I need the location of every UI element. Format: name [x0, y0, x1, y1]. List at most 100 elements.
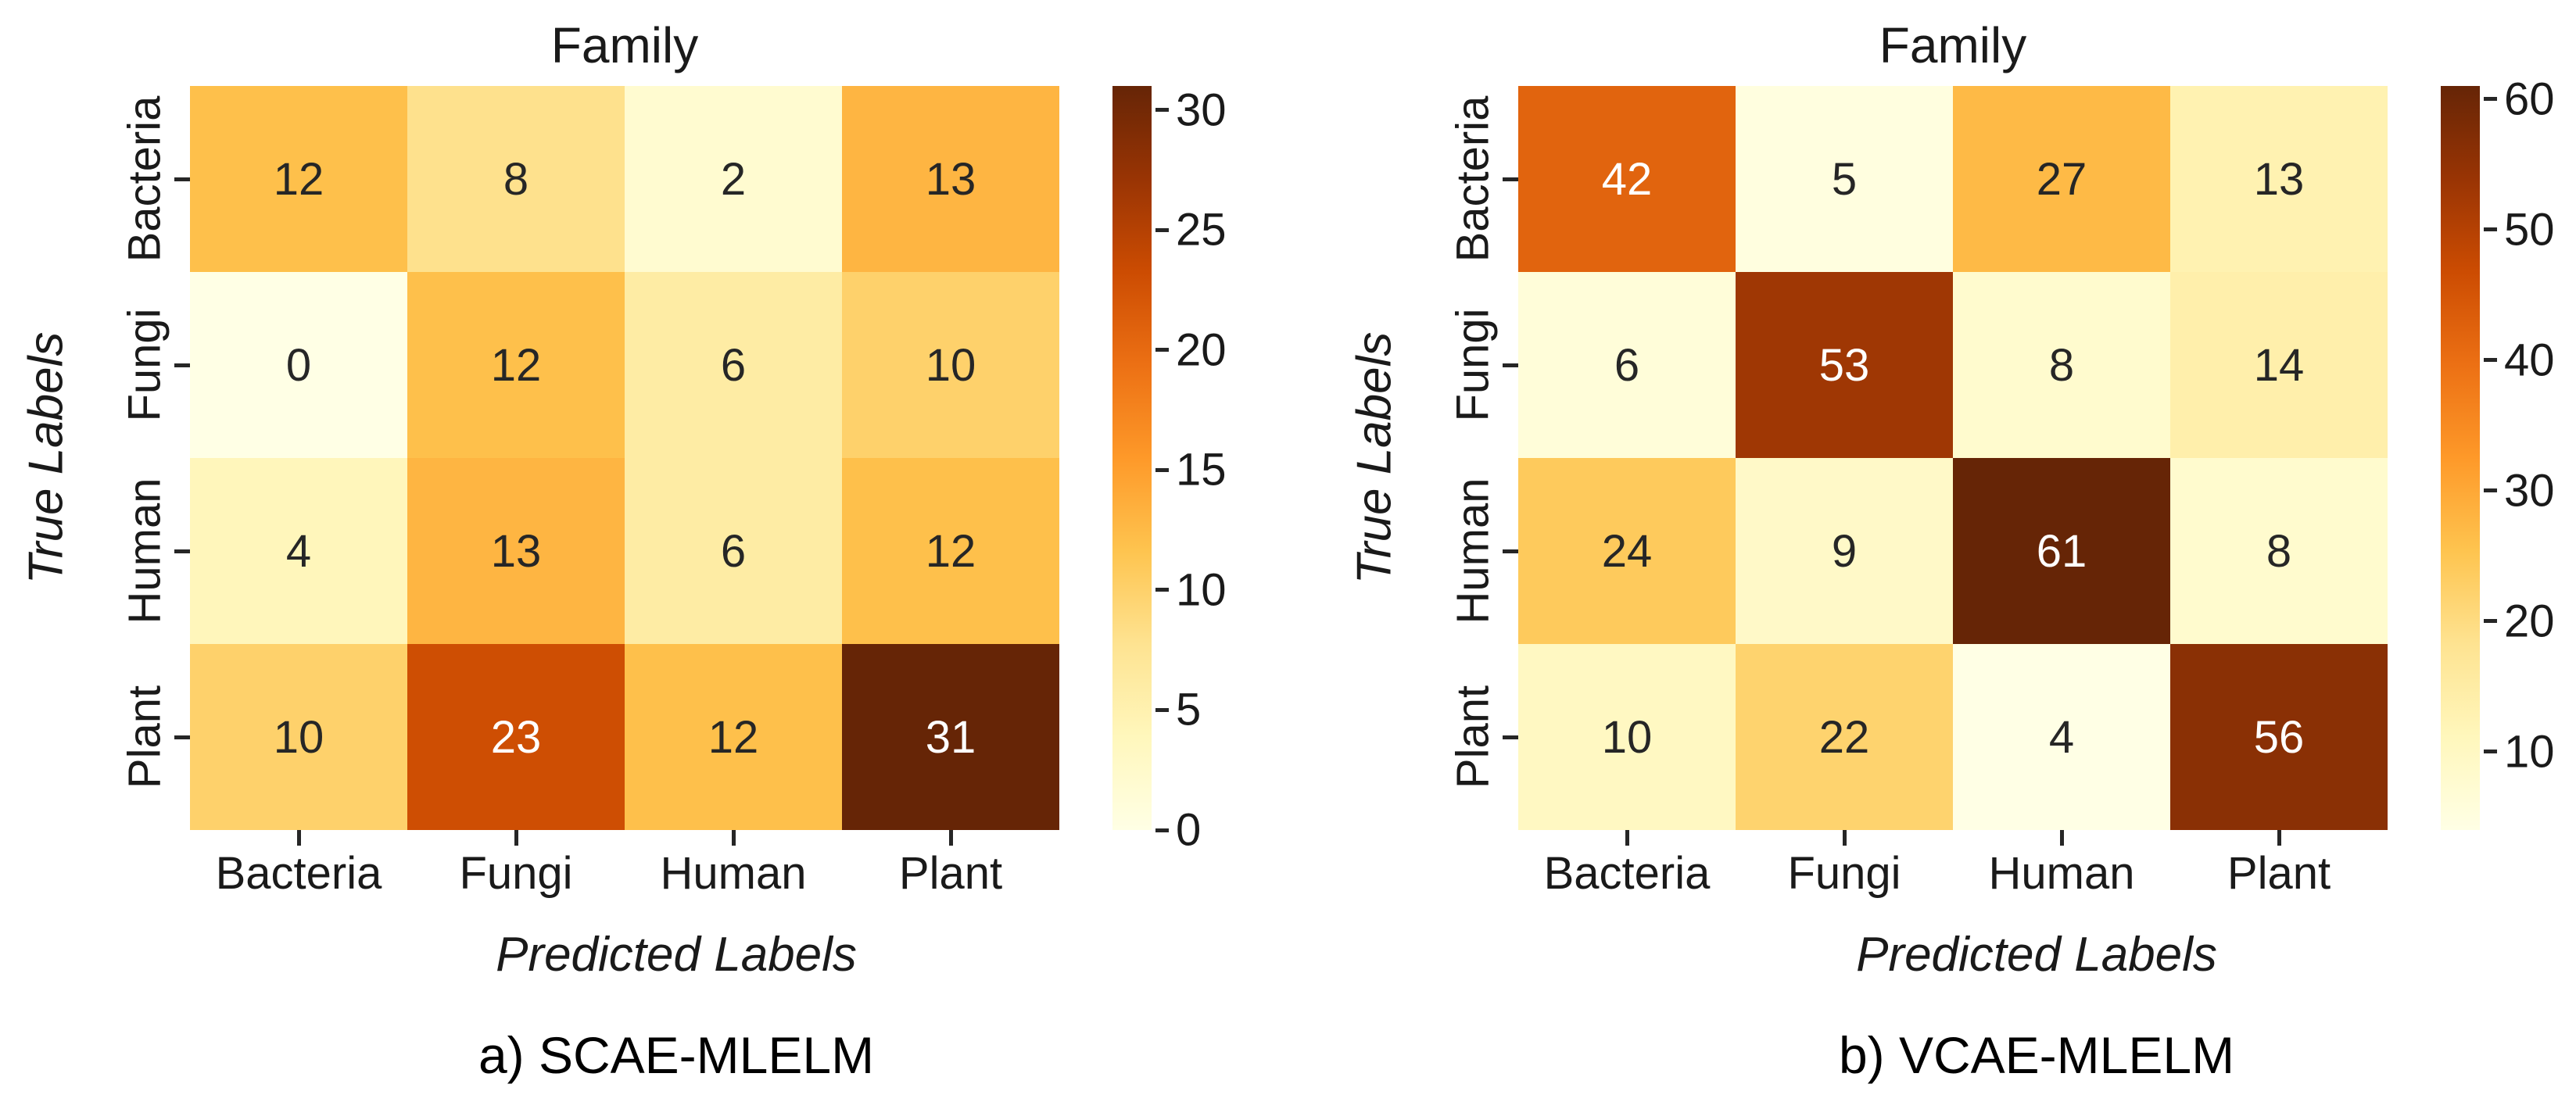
heatmap-cell-bacteria-plant: 13	[842, 86, 1059, 272]
heatmap-cell-plant-bacteria: 10	[1518, 644, 1736, 830]
heatmap-cell-plant-fungi: 22	[1736, 644, 1953, 830]
colorbar-tick-label-10: 10	[2504, 726, 2555, 778]
heatmap-cell-bacteria-fungi: 5	[1736, 86, 1953, 272]
y-axis-label: True Labels	[19, 331, 73, 585]
y-tick-mark	[174, 363, 190, 367]
y-tick-mark	[174, 177, 190, 181]
heatmap-cell-bacteria-plant: 13	[2170, 86, 2388, 272]
panel-caption: a) SCAE-MLELM	[478, 1026, 875, 1084]
colorbar-tick-mark	[2484, 227, 2497, 232]
heatmap-cell-fungi-fungi: 53	[1736, 272, 1953, 458]
colorbar-tick-mark	[1155, 227, 1169, 232]
x-tick-label-bacteria: Bacteria	[1543, 848, 1711, 899]
x-tick-mark	[2059, 830, 2064, 846]
y-tick-mark	[1503, 735, 1518, 739]
colorbar-tick-mark	[2484, 97, 2497, 102]
y-tick-label-human: Human	[119, 478, 170, 624]
y-tick-mark	[1503, 549, 1518, 553]
colorbar-tick-label-20: 20	[2504, 596, 2555, 647]
colorbar-tick-label-25: 25	[1176, 204, 1227, 256]
colorbar-tick-label-5: 5	[1176, 684, 1202, 735]
x-tick-mark	[731, 830, 736, 846]
colorbar-tick-label-30: 30	[2504, 465, 2555, 517]
panel-scae-mlelm: Family True Labels 12 8 2 13 0 12 6 10 4 13 6 12 10 2…	[19, 17, 1227, 1084]
heatmap-grid: 42 5 27 13 6 53 8 14 24 9 61 8 10 22 4 56	[1518, 86, 2388, 830]
heatmap-cell-human-fungi: 13	[407, 458, 625, 644]
heatmap-cell-human-plant: 8	[2170, 458, 2388, 644]
heatmap-cell-plant-plant: 56	[2170, 644, 2388, 830]
y-tick-label-fungi: Fungi	[1447, 308, 1499, 422]
x-tick-mark	[296, 830, 301, 846]
heatmap-cell-human-human: 61	[1953, 458, 2170, 644]
colorbar-tick-label-60: 60	[2504, 73, 2555, 125]
heatmap-cell-plant-fungi: 23	[407, 644, 625, 830]
colorbar	[1112, 86, 1152, 830]
heatmap-cell-plant-human: 12	[625, 644, 842, 830]
heatmap-cell-human-plant: 12	[842, 458, 1059, 644]
heatmap-cell-bacteria-human: 27	[1953, 86, 2170, 272]
colorbar-tick-mark	[1155, 828, 1169, 832]
heatmap-cell-human-human: 6	[625, 458, 842, 644]
x-tick-label-fungi: Fungi	[459, 848, 573, 899]
colorbar-tick-mark	[1155, 467, 1169, 472]
y-tick-mark	[174, 735, 190, 739]
x-tick-label-fungi: Fungi	[1787, 848, 1901, 899]
x-tick-mark	[2277, 830, 2281, 846]
y-axis-label: True Labels	[1347, 331, 1402, 585]
colorbar-tick-mark	[2484, 488, 2497, 493]
x-tick-label-plant: Plant	[898, 848, 1003, 899]
heatmap-cell-bacteria-human: 2	[625, 86, 842, 272]
y-tick-label-plant: Plant	[119, 685, 170, 789]
heatmap-cell-human-fungi: 9	[1736, 458, 1953, 644]
colorbar-tick-mark	[2484, 750, 2497, 754]
chart-title: Family	[1879, 17, 2027, 73]
colorbar-tick-mark	[1155, 707, 1169, 712]
heatmap-cell-human-bacteria: 4	[190, 458, 407, 644]
x-axis-label: Predicted Labels	[1856, 928, 2217, 982]
y-tick-mark	[1503, 177, 1518, 181]
colorbar-tick-mark	[2484, 619, 2497, 624]
colorbar-tick-label-50: 50	[2504, 204, 2555, 256]
colorbar-tick-label-10: 10	[1176, 564, 1227, 616]
y-tick-label-fungi: Fungi	[119, 308, 170, 422]
x-tick-label-human: Human	[660, 848, 807, 899]
x-tick-mark	[948, 830, 953, 846]
colorbar-tick-label-40: 40	[2504, 335, 2555, 386]
heatmap-cell-bacteria-fungi: 8	[407, 86, 625, 272]
heatmap-cell-bacteria-bacteria: 42	[1518, 86, 1736, 272]
heatmap-cell-fungi-plant: 14	[2170, 272, 2388, 458]
heatmap-cell-fungi-human: 6	[625, 272, 842, 458]
colorbar-tick-label-30: 30	[1176, 84, 1227, 136]
panel-vcae-mlelm: Family True Labels 42 5 27 13 6 53 8 14 24 9 61 8 10…	[1328, 0, 2576, 1102]
colorbar-tick-mark	[1155, 588, 1169, 592]
chart-title: Family	[550, 17, 699, 73]
colorbar-tick-mark	[1155, 348, 1169, 352]
x-tick-mark	[1842, 830, 1847, 846]
heatmap-cell-human-bacteria: 24	[1518, 458, 1736, 644]
x-tick-label-plant: Plant	[2227, 848, 2331, 899]
heatmap-cell-bacteria-bacteria: 12	[190, 86, 407, 272]
heatmap-cell-fungi-bacteria: 6	[1518, 272, 1736, 458]
heatmap-cell-plant-human: 4	[1953, 644, 2170, 830]
heatmap-grid: 12 8 2 13 0 12 6 10 4 13 6 12 10 23 12 31	[190, 86, 1059, 830]
panel-caption: b) VCAE-MLELM	[1838, 1026, 2235, 1084]
colorbar-tick-mark	[1155, 108, 1169, 113]
y-tick-label-plant: Plant	[1447, 685, 1499, 789]
y-tick-label-bacteria: Bacteria	[119, 95, 170, 263]
heatmap-cell-fungi-plant: 10	[842, 272, 1059, 458]
x-axis-label: Predicted Labels	[496, 928, 857, 982]
colorbar	[2441, 86, 2480, 830]
x-tick-label-human: Human	[1988, 848, 2135, 899]
heatmap-cell-fungi-fungi: 12	[407, 272, 625, 458]
heatmap-cell-fungi-human: 8	[1953, 272, 2170, 458]
colorbar-tick-mark	[2484, 358, 2497, 363]
colorbar-tick-label-0: 0	[1176, 804, 1202, 856]
heatmap-cell-plant-plant: 31	[842, 644, 1059, 830]
y-tick-mark	[1503, 363, 1518, 367]
x-tick-mark	[1625, 830, 1629, 846]
x-tick-mark	[514, 830, 518, 846]
colorbar-tick-label-20: 20	[1176, 324, 1227, 376]
y-tick-label-bacteria: Bacteria	[1447, 95, 1499, 263]
x-tick-label-bacteria: Bacteria	[215, 848, 382, 899]
